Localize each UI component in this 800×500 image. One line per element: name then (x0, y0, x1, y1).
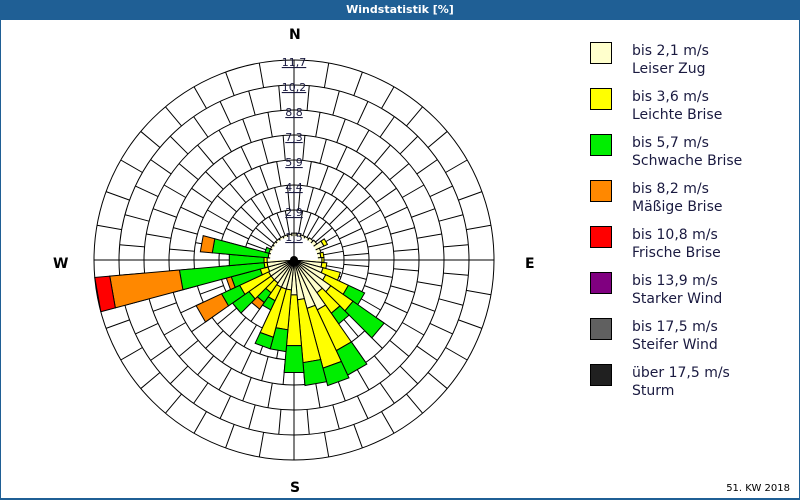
legend-item: bis 13,9 m/s Starker Wind (590, 272, 790, 318)
chart-title: Windstatistik [%] (0, 0, 800, 20)
legend-swatch (590, 272, 612, 294)
legend-swatch (590, 134, 612, 156)
legend-swatch (590, 226, 612, 248)
sector-segment (320, 238, 329, 247)
legend-item: bis 2,1 m/s Leiser Zug (590, 42, 790, 88)
legend-swatch (590, 42, 612, 64)
sector-segment (283, 345, 305, 374)
ring-label: 2,9 (285, 206, 303, 219)
legend-item: bis 5,7 m/s Schwache Brise (590, 134, 790, 180)
period-label: 51. KW 2018 (726, 483, 790, 494)
compass-west: W (53, 256, 69, 272)
ring-label: 10,2 (282, 81, 307, 94)
sector-segment (344, 300, 385, 339)
legend-item: bis 10,8 m/s Frische Brise (590, 226, 790, 272)
legend-range: über 17,5 m/s (632, 365, 730, 381)
ring-label: 8,8 (285, 106, 303, 119)
legend-range: bis 8,2 m/s (632, 181, 709, 197)
legend-item: über 17,5 m/s Sturm (590, 364, 790, 410)
legend-range: bis 10,8 m/s (632, 227, 718, 243)
ring-label: 11,7 (282, 56, 307, 69)
sector-segment (109, 269, 184, 309)
legend-range: bis 13,9 m/s (632, 273, 718, 289)
legend-label: Steifer Wind (632, 337, 718, 353)
sector-segment (319, 251, 325, 259)
ring-label: 1,5 (285, 231, 303, 244)
legend-item: bis 8,2 m/s Mäßige Brise (590, 180, 790, 226)
sector-segment (264, 246, 272, 254)
sector-segment (322, 360, 350, 387)
legend: bis 2,1 m/s Leiser Zug bis 3,6 m/s Leichte… (590, 42, 790, 410)
sector-segment (199, 235, 216, 254)
sector-segment (321, 256, 325, 264)
legend-label: Mäßige Brise (632, 199, 723, 215)
legend-swatch (590, 364, 612, 386)
legend-label: Sturm (632, 383, 675, 399)
legend-label: Leichte Brise (632, 107, 723, 123)
legend-range: bis 2,1 m/s (632, 43, 709, 59)
sector-segment (195, 293, 230, 323)
legend-swatch (590, 88, 612, 110)
ring-label: 5,9 (285, 156, 303, 169)
legend-swatch (590, 180, 612, 202)
legend-label: Leiser Zug (632, 61, 706, 77)
legend-range: bis 5,7 m/s (632, 135, 709, 151)
legend-swatch (590, 318, 612, 340)
compass-east: E (525, 256, 535, 272)
legend-label: Frische Brise (632, 245, 721, 261)
legend-label: Starker Wind (632, 291, 723, 307)
ring-label: 7,3 (285, 131, 303, 144)
sector-segment (94, 275, 116, 313)
ring-label: 4,4 (285, 181, 303, 194)
sector-segment (254, 331, 274, 350)
legend-item: bis 3,6 m/s Leichte Brise (590, 88, 790, 134)
compass-north: N (289, 27, 301, 43)
wind-rose-chart: 1,5 2,9 4,4 5,9 7,3 8,8 10,2 11,7 (93, 56, 495, 461)
legend-range: bis 3,6 m/s (632, 89, 709, 105)
compass-south: S (290, 480, 301, 496)
legend-range: bis 17,5 m/s (632, 319, 718, 335)
legend-item: bis 17,5 m/s Steifer Wind (590, 318, 790, 364)
legend-label: Schwache Brise (632, 153, 743, 169)
bottom-border (0, 498, 800, 500)
sector-segment (302, 358, 328, 387)
